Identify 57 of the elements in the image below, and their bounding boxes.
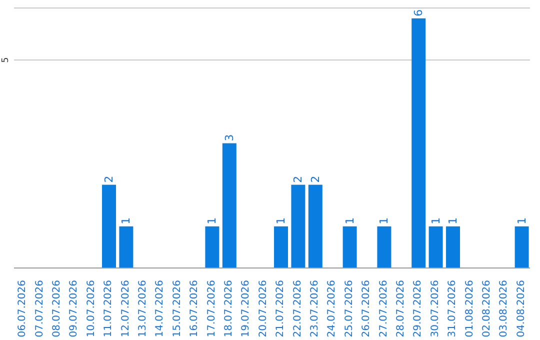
data-label: 6 (412, 9, 426, 16)
data-label: 3 (222, 134, 236, 142)
data-label: 1 (378, 217, 391, 224)
x-tick-label: 21.07.2026 (275, 280, 286, 338)
data-label: 1 (429, 217, 442, 224)
bar (514, 226, 529, 268)
bar (291, 184, 306, 268)
bar (308, 184, 322, 268)
y-tick-label: 5 (1, 57, 11, 63)
x-tick-label: 24.07.2026 (326, 280, 338, 338)
bar (205, 226, 220, 268)
data-label: 1 (446, 217, 460, 224)
data-label: 1 (120, 217, 133, 224)
data-label: 1 (515, 217, 528, 224)
x-tick-label: 20.07.2026 (258, 280, 269, 338)
x-tick-label: 04.08.2026 (516, 280, 527, 338)
bar (428, 226, 443, 268)
data-label: 2 (102, 176, 116, 183)
data-label: 1 (274, 217, 288, 224)
bar (222, 143, 236, 268)
x-tick-label: 15.07.2026 (172, 280, 183, 338)
x-tick-label: 31.07.2026 (447, 280, 458, 338)
x-tick-label: 22.07.2026 (292, 280, 304, 338)
bar (119, 226, 134, 268)
bar (377, 226, 392, 268)
x-tick-label: 12.07.2026 (120, 280, 132, 338)
x-tick-label: 14.07.2026 (154, 280, 166, 338)
x-tick-label: 10.07.2026 (86, 280, 97, 338)
x-tick-label: 01.08.2026 (464, 280, 476, 338)
x-tick-label: 17.07.2026 (206, 280, 218, 338)
x-tick-label: 07.07.2026 (34, 280, 46, 338)
bar (446, 226, 460, 268)
x-tick-label: 30.07.2026 (430, 280, 441, 338)
x-tick-label: 23.07.2026 (310, 280, 320, 338)
x-tick-label: 29.07.2026 (412, 280, 424, 338)
x-tick-label: 13.07.2026 (138, 280, 148, 338)
data-label: 2 (308, 176, 322, 183)
x-tick-label: 08.07.2026 (52, 280, 62, 338)
x-tick-label: 26.07.2026 (361, 280, 372, 338)
data-label: 1 (343, 217, 356, 224)
bar (274, 226, 288, 268)
data-label: 1 (206, 217, 219, 224)
bar (102, 184, 116, 268)
x-tick-label: 02.08.2026 (482, 280, 492, 338)
x-tick-label: 16.07.2026 (189, 280, 200, 338)
x-tick-label: 09.07.2026 (68, 280, 80, 338)
bar (412, 18, 426, 268)
bar (342, 226, 357, 268)
x-tick-label: 18.07.2026 (224, 280, 234, 338)
x-tick-label: 28.07.2026 (396, 280, 406, 338)
x-tick-label: 11.07.2026 (103, 280, 114, 338)
x-tick-label: 03.08.2026 (498, 280, 510, 338)
x-tick-label: 19.07.2026 (240, 280, 252, 338)
x-tick-label: 06.07.2026 (17, 280, 28, 338)
x-tick-label: 27.07.2026 (378, 280, 390, 338)
x-tick-label: 25.07.2026 (344, 280, 355, 338)
data-label: 2 (292, 176, 305, 183)
